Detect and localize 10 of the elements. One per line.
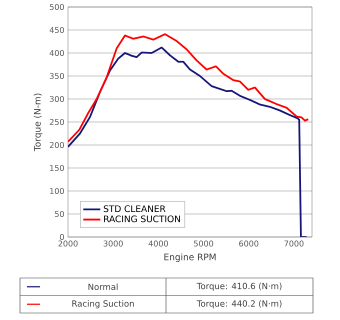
text: Normal [88, 283, 118, 290]
line-series [68, 33, 310, 143]
x-axis-title: Engine RPM [164, 253, 216, 262]
legend-label: RACING SUCTION [104, 215, 180, 222]
text: Torque: 440.2 (N·m) [196, 300, 282, 308]
text: Racing Suction [72, 300, 134, 308]
line-series [68, 46, 308, 237]
text: Torque: 410.6 (N·m) [196, 282, 282, 291]
y-axis-title: Torque (N-m) [34, 94, 42, 152]
legend-label: STD CLEANER [104, 205, 166, 212]
